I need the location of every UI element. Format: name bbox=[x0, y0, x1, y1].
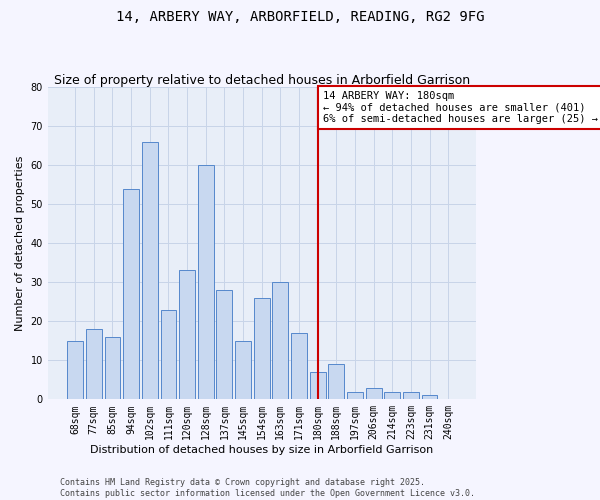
Bar bbox=[365, 388, 382, 400]
Bar bbox=[179, 270, 195, 400]
Bar bbox=[104, 337, 121, 400]
Bar bbox=[161, 310, 176, 400]
X-axis label: Distribution of detached houses by size in Arborfield Garrison: Distribution of detached houses by size … bbox=[90, 445, 433, 455]
Bar bbox=[67, 341, 83, 400]
Bar bbox=[347, 392, 363, 400]
Bar bbox=[422, 396, 437, 400]
Bar bbox=[272, 282, 288, 400]
Bar bbox=[254, 298, 269, 400]
Bar bbox=[310, 372, 326, 400]
Bar bbox=[385, 392, 400, 400]
Bar bbox=[403, 392, 419, 400]
Text: 14 ARBERY WAY: 180sqm
← 94% of detached houses are smaller (401)
6% of semi-deta: 14 ARBERY WAY: 180sqm ← 94% of detached … bbox=[323, 91, 598, 124]
Bar bbox=[235, 341, 251, 400]
Bar bbox=[142, 142, 158, 400]
Bar bbox=[123, 188, 139, 400]
Text: Contains HM Land Registry data © Crown copyright and database right 2025.
Contai: Contains HM Land Registry data © Crown c… bbox=[60, 478, 475, 498]
Title: Size of property relative to detached houses in Arborfield Garrison: Size of property relative to detached ho… bbox=[53, 74, 470, 87]
Bar bbox=[217, 290, 232, 400]
Bar bbox=[86, 329, 102, 400]
Text: 14, ARBERY WAY, ARBORFIELD, READING, RG2 9FG: 14, ARBERY WAY, ARBORFIELD, READING, RG2… bbox=[116, 10, 484, 24]
Bar bbox=[328, 364, 344, 400]
Bar bbox=[291, 333, 307, 400]
Bar bbox=[198, 165, 214, 400]
Y-axis label: Number of detached properties: Number of detached properties bbox=[15, 156, 25, 331]
